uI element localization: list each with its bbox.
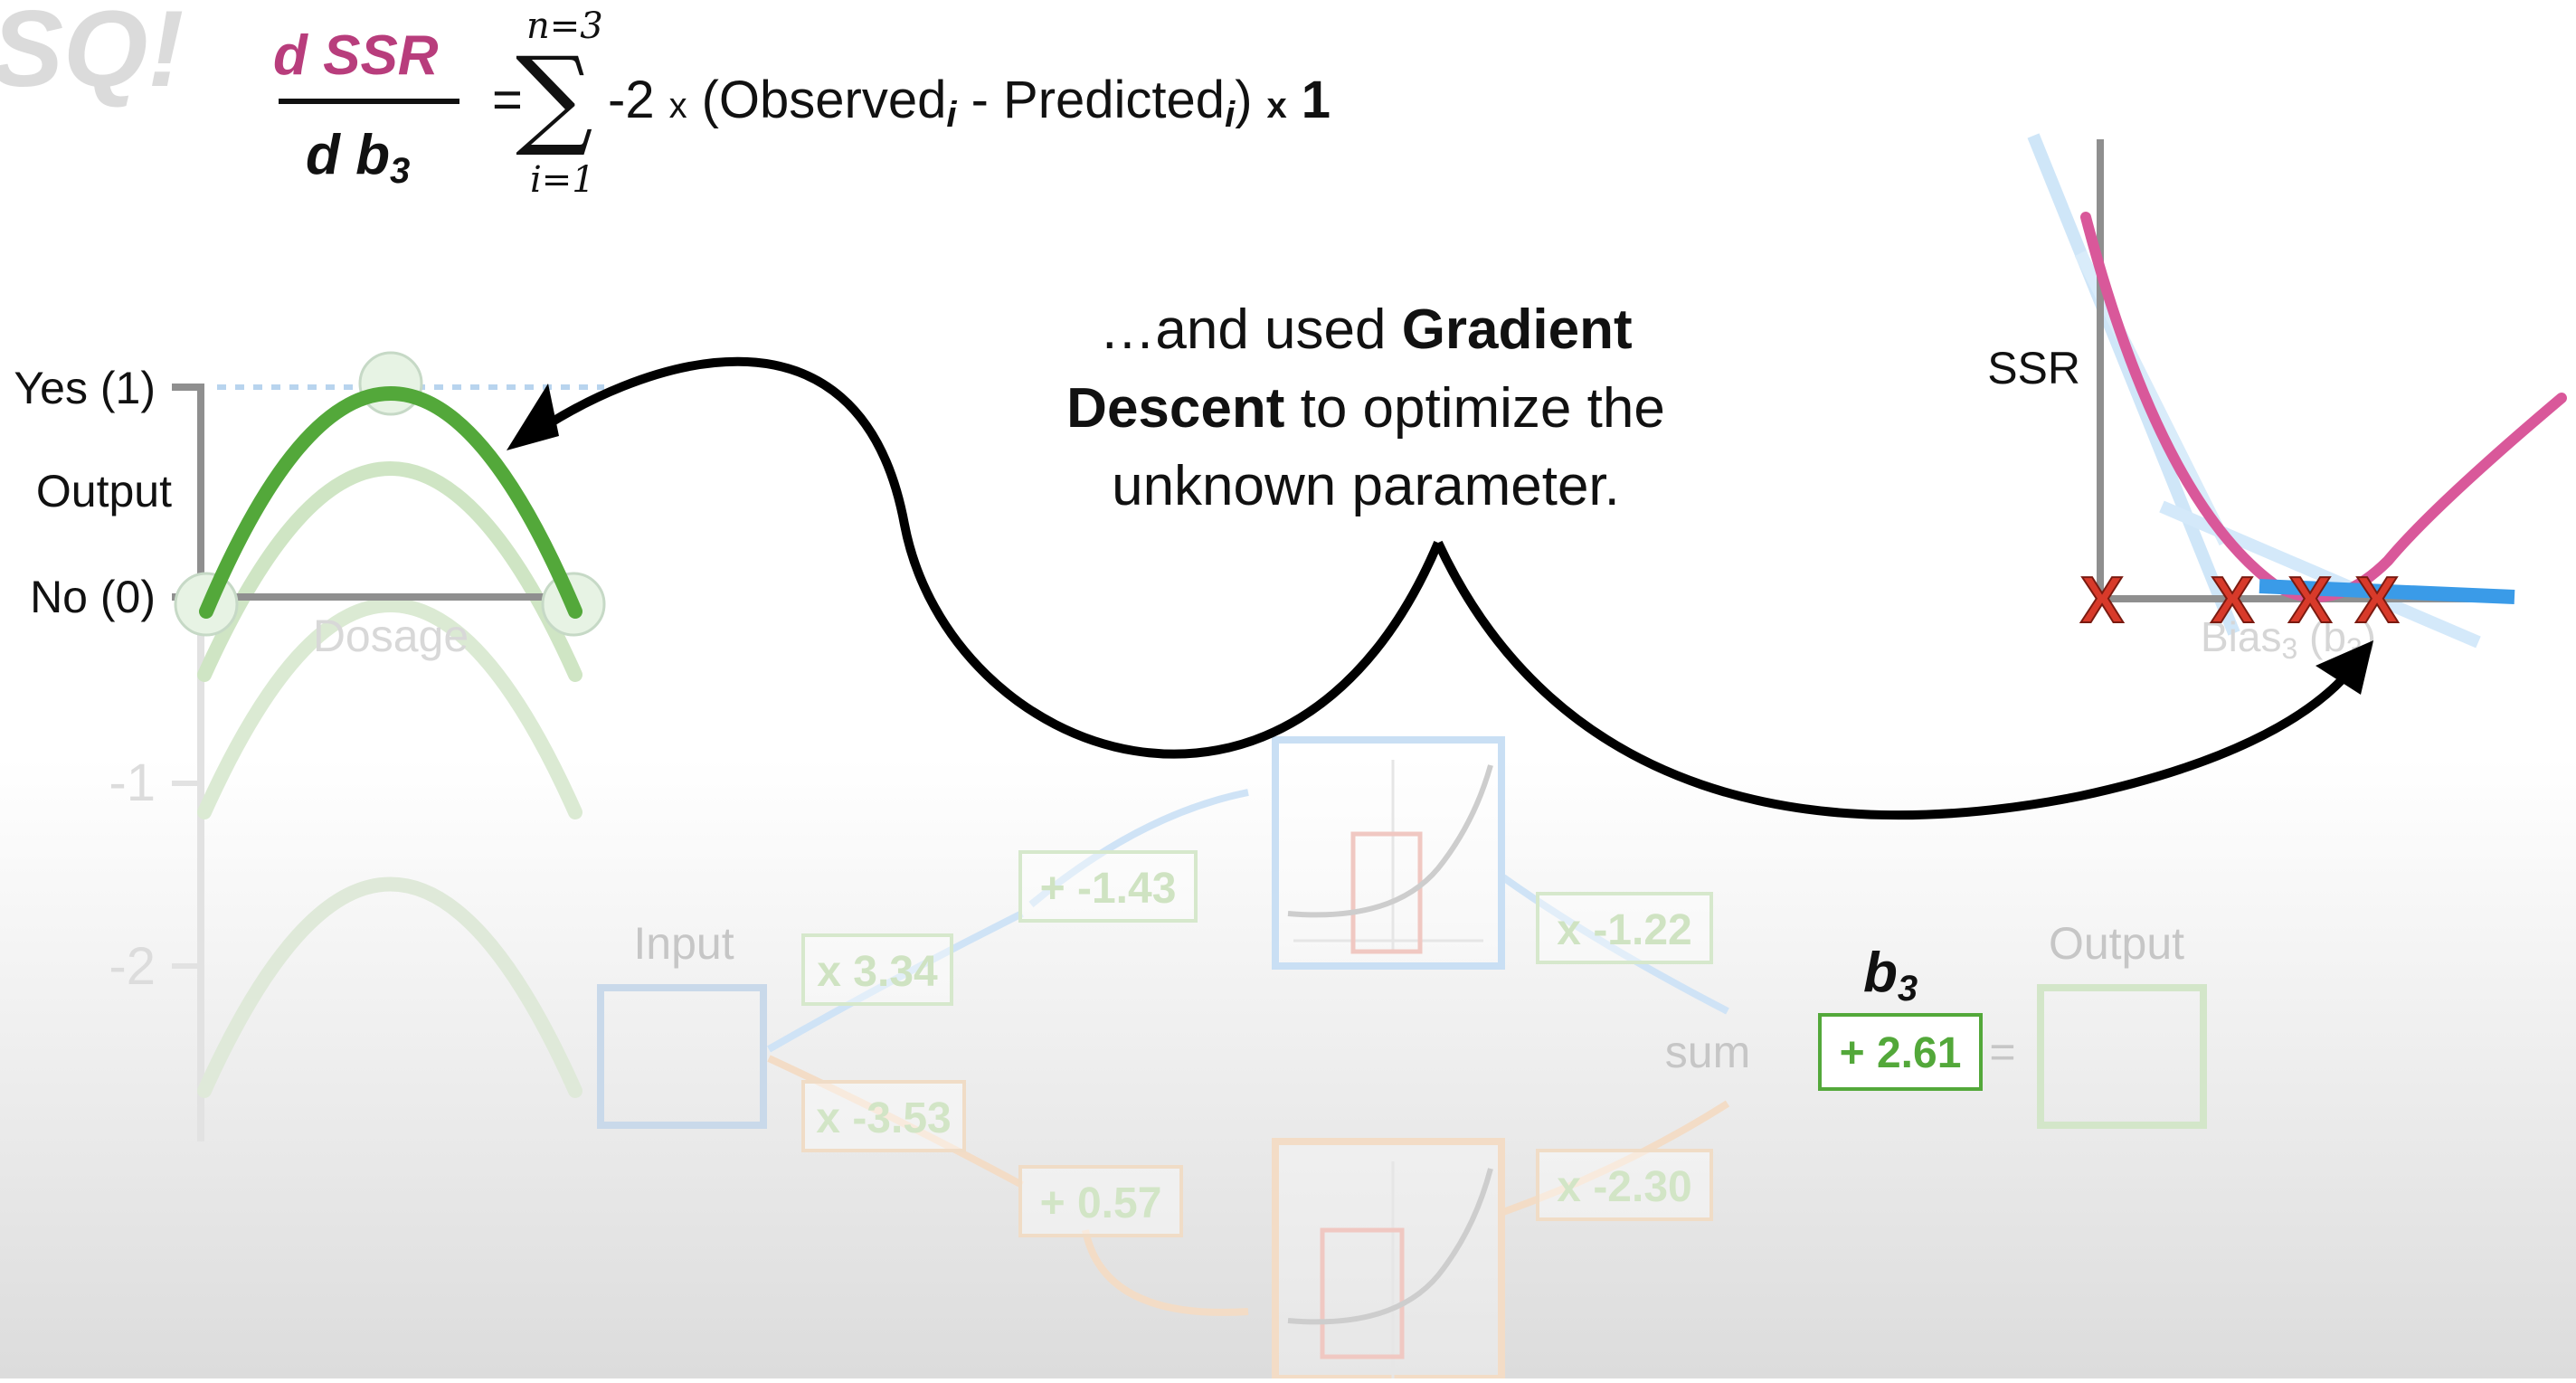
bias-1: + -1.43 xyxy=(1040,865,1177,913)
arrow-to-green-curve xyxy=(520,356,1443,759)
weight-box-4 xyxy=(1536,1149,1713,1221)
step-marker-4: X xyxy=(2355,564,2399,637)
equals-sign: = xyxy=(1989,1027,2015,1077)
neural-network-faint: Input x 3.34 x -3.53 + -1.43 + 0.57 x -1… xyxy=(597,736,2207,1382)
fitted-green-curve xyxy=(199,386,582,619)
tick-label-minus2: -2 xyxy=(109,937,156,996)
caption-line-2: Descent to optimize the xyxy=(1066,377,1665,440)
step-markers: X X X X xyxy=(2079,564,2400,638)
dosage-label: Dosage xyxy=(313,611,469,661)
weight-box-2 xyxy=(801,1080,966,1152)
b3-label: b3 xyxy=(1863,942,1918,1009)
arrow-to-ssr-plot xyxy=(1434,540,2365,820)
edge-top-sum xyxy=(1501,874,1729,1015)
b3-value: + 2.61 xyxy=(1840,1029,1962,1077)
ssr-y-label: SSR xyxy=(1987,343,2080,393)
activation-node-bottom xyxy=(1272,1138,1505,1382)
sum-lower-limit: i=1 xyxy=(530,159,595,201)
weight-box-1 xyxy=(801,933,953,1006)
input-label: Input xyxy=(633,918,734,969)
output-plot: -1 -2 Yes (1) Output No (0) Dosage xyxy=(14,351,606,1141)
caption-line-3: unknown parameter. xyxy=(1112,455,1620,517)
faint-curve-4 xyxy=(197,876,582,1098)
faint-curve-3 xyxy=(197,598,582,819)
arrowhead-left xyxy=(507,384,559,450)
b3-value-box xyxy=(1818,1013,1983,1091)
weight-1: x 3.34 xyxy=(817,948,938,996)
formula-denominator: d b3 xyxy=(306,124,410,191)
bias-box-2 xyxy=(1018,1165,1183,1237)
activation-node-top xyxy=(1272,736,1505,970)
edge-bottom-sum xyxy=(1501,1100,1730,1216)
ssr-curve xyxy=(2080,212,2567,602)
weight-box-3 xyxy=(1536,892,1713,964)
bias-box-1 xyxy=(1018,850,1198,923)
weight-3: x -1.22 xyxy=(1557,906,1691,954)
arrowhead-right xyxy=(2316,640,2373,695)
edge-bottom-activation xyxy=(1082,1229,1249,1316)
output-label: Output xyxy=(2049,918,2184,969)
ssr-x-label: Bias3 (b3) xyxy=(2201,613,2376,665)
sum-label: sum xyxy=(1665,1027,1750,1077)
output-node xyxy=(2037,984,2207,1129)
edge-input-top xyxy=(767,910,1024,1053)
edge-input-bottom xyxy=(767,1055,1024,1189)
input-node xyxy=(597,984,767,1129)
step-marker-1: X xyxy=(2080,564,2124,637)
formula-body: -2 x (Observedi - Predictedi) x 1 xyxy=(608,71,1331,135)
step-marker-2: X xyxy=(2211,564,2254,637)
sigma-symbol: ∑ xyxy=(516,34,593,160)
edge-top-activation xyxy=(1028,789,1249,908)
narration-caption: …and used Gradient Descent to optimize t… xyxy=(1066,298,1665,517)
weight-4: x -2.30 xyxy=(1557,1163,1691,1211)
yes-label: Yes (1) xyxy=(14,363,156,413)
weight-2: x -3.53 xyxy=(816,1094,951,1142)
data-point-high xyxy=(358,351,423,416)
no-label: No (0) xyxy=(30,572,156,622)
derivative-formula: d SSR d b3 = ∑ n=3 i=1 -2 x (Observedi - P… xyxy=(273,5,1331,201)
ssr-plot: SSR Bias3 (b3) X X X X xyxy=(1987,133,2567,665)
tangent-current xyxy=(2259,579,2515,604)
output-axis-label: Output xyxy=(36,466,172,516)
logo-text: SQ! xyxy=(0,0,184,109)
tangent-faint-1 xyxy=(2027,133,2240,636)
step-marker-3: X xyxy=(2288,564,2332,637)
sum-upper-limit: n=3 xyxy=(526,5,603,47)
formula-numerator: d SSR xyxy=(273,24,439,87)
caption-line-1: …and used Gradient xyxy=(1099,298,1632,361)
faint-curve-2 xyxy=(197,461,582,682)
statquest-logo: SQ! xyxy=(0,0,184,109)
bias-2: + 0.57 xyxy=(1040,1179,1162,1227)
formula-equals: = xyxy=(492,71,523,129)
tick-label-minus1: -1 xyxy=(109,753,156,812)
